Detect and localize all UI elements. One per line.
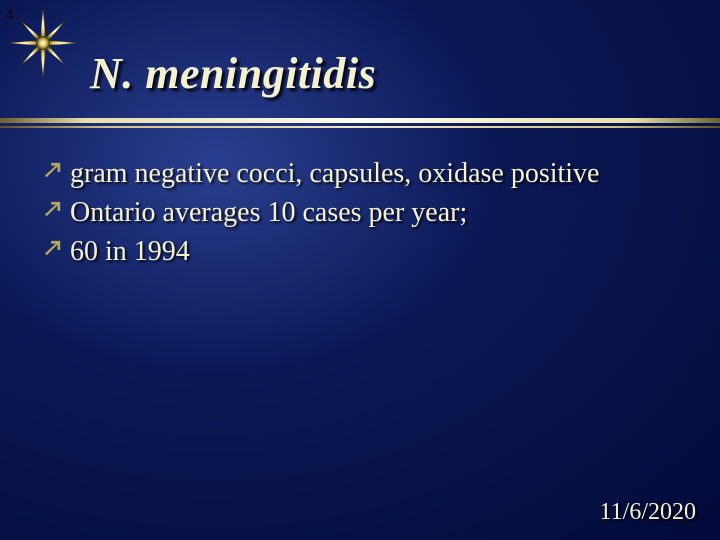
title-wrap: N. meningitidis <box>90 48 376 99</box>
arrow-up-right-icon <box>44 201 62 219</box>
arrow-up-right-icon <box>44 162 62 180</box>
list-item: 60 in 1994 <box>44 234 690 269</box>
list-item: Ontario averages 10 cases per year; <box>44 195 690 230</box>
bullet-text: 60 in 1994 <box>70 234 190 269</box>
bullet-text: Ontario averages 10 cases per year; <box>70 195 467 230</box>
footer-date: 11/6/2020 <box>600 499 696 526</box>
list-item: gram negative cocci, capsules, oxidase p… <box>44 156 690 191</box>
bullet-text: gram negative cocci, capsules, oxidase p… <box>70 156 599 191</box>
title-underline <box>0 118 720 128</box>
starburst-icon <box>8 8 78 78</box>
arrow-up-right-icon <box>44 240 62 258</box>
slide-title: N. meningitidis <box>90 48 376 99</box>
bullet-list: gram negative cocci, capsules, oxidase p… <box>44 156 690 273</box>
